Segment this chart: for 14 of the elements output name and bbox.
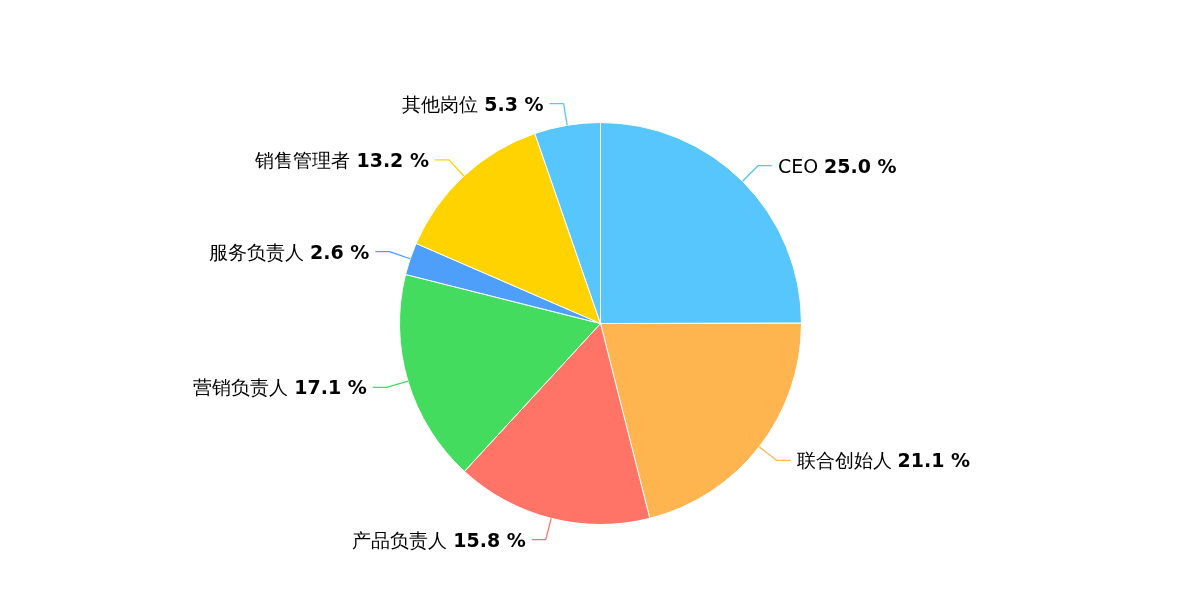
data-label: 17.1 %: [294, 376, 367, 399]
data-label: 5.3 %: [484, 92, 544, 115]
data-label: 21.1 %: [897, 449, 971, 472]
data-label: 2.6 %: [310, 240, 370, 263]
data-label: 25.0 %: [824, 154, 897, 177]
slice-label: 营销负责人: [193, 376, 289, 399]
data-label: 15.8 %: [453, 528, 526, 551]
slice-label: 其他岗位: [402, 92, 479, 115]
slice-label: CEO: [778, 154, 819, 177]
slice-label: 服务负责人: [209, 240, 305, 263]
slice-label: 联合创始人: [796, 449, 892, 472]
slice-label: 销售管理者: [254, 148, 351, 171]
data-label: 13.2 %: [356, 148, 429, 171]
slice-label: 产品负责人: [352, 528, 448, 551]
